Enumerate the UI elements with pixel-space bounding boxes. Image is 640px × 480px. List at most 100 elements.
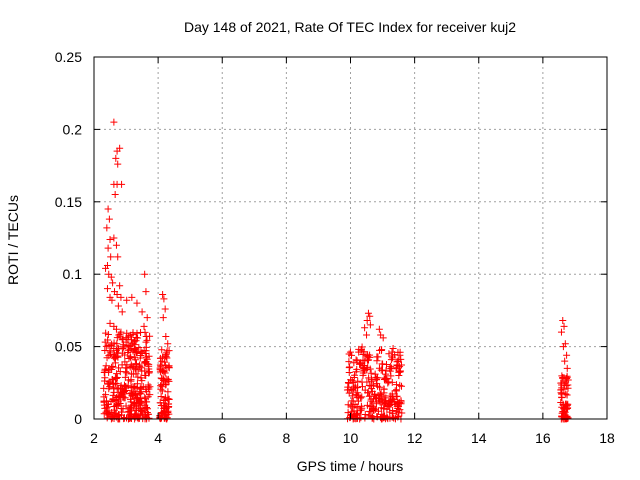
- data-point: [377, 404, 385, 412]
- data-point: [349, 378, 357, 386]
- data-point: [165, 362, 173, 370]
- data-point: [124, 341, 132, 349]
- data-point: [105, 352, 113, 360]
- data-point: [133, 329, 141, 337]
- data-point: [109, 395, 117, 403]
- x-axis-title: GPS time / hours: [297, 458, 404, 474]
- data-point: [125, 332, 133, 340]
- data-point: [564, 381, 572, 389]
- data-point: [398, 409, 406, 417]
- data-point: [358, 383, 366, 391]
- data-point: [381, 370, 389, 378]
- data-point: [106, 319, 114, 327]
- x-tick-label: 6: [218, 430, 226, 446]
- data-point: [364, 309, 372, 317]
- data-point: [126, 342, 134, 350]
- data-point: [140, 359, 148, 367]
- x-tick-label: 8: [282, 430, 290, 446]
- data-point: [143, 388, 151, 396]
- data-point: [358, 393, 366, 401]
- data-point: [160, 376, 168, 384]
- data-point: [351, 412, 359, 420]
- data-point: [352, 411, 360, 419]
- data-point: [366, 312, 374, 320]
- data-point: [133, 299, 141, 307]
- data-point: [374, 395, 382, 403]
- data-point: [156, 361, 164, 369]
- data-point: [365, 356, 373, 364]
- data-point: [142, 398, 150, 406]
- data-point: [109, 279, 117, 287]
- x-tick-label: 12: [407, 430, 423, 446]
- data-point: [353, 403, 361, 411]
- data-point: [128, 336, 136, 344]
- data-point: [344, 401, 352, 409]
- data-point: [118, 361, 126, 369]
- data-point: [100, 384, 108, 392]
- data-point: [161, 305, 169, 313]
- data-point: [102, 362, 110, 370]
- data-point: [557, 379, 565, 387]
- data-point: [388, 378, 396, 386]
- y-axis-title: ROTI / TECUs: [5, 195, 21, 285]
- data-point: [106, 365, 114, 373]
- data-point: [127, 354, 135, 362]
- axis-ticks: [93, 56, 608, 420]
- data-point: [112, 154, 120, 162]
- data-point: [380, 375, 388, 383]
- data-point: [117, 328, 125, 336]
- data-point: [372, 375, 380, 383]
- data-point: [120, 394, 128, 402]
- data-point: [138, 377, 146, 385]
- data-point: [563, 364, 571, 372]
- data-point: [159, 314, 167, 322]
- data-point: [348, 377, 356, 385]
- data-point: [116, 333, 124, 341]
- data-point: [165, 396, 173, 404]
- data-point: [363, 331, 371, 339]
- data-point: [141, 328, 149, 336]
- data-point: [396, 381, 404, 389]
- data-point: [110, 234, 118, 242]
- data-point: [364, 389, 372, 397]
- data-point: [142, 338, 150, 346]
- data-point: [103, 262, 111, 270]
- data-point: [347, 402, 355, 410]
- data-point: [131, 356, 139, 364]
- data-point: [107, 408, 115, 416]
- data-point: [163, 414, 171, 422]
- data-point: [363, 317, 371, 325]
- data-point: [118, 180, 126, 188]
- data-point: [145, 369, 153, 377]
- data-point: [130, 401, 138, 409]
- data-point: [164, 400, 172, 408]
- data-point: [107, 350, 115, 358]
- data-point: [369, 405, 377, 413]
- data-point: [561, 357, 569, 365]
- data-point: [391, 387, 399, 395]
- data-point: [143, 404, 151, 412]
- data-point: [142, 288, 150, 296]
- x-tick-label: 10: [343, 430, 359, 446]
- data-point: [356, 360, 364, 368]
- data-point: [397, 355, 405, 363]
- data-point: [112, 346, 120, 354]
- data-point: [344, 409, 352, 417]
- data-point: [102, 342, 110, 350]
- data-point: [378, 396, 386, 404]
- data-point: [371, 391, 379, 399]
- data-point: [143, 336, 151, 344]
- data-point: [124, 408, 132, 416]
- data-point: [131, 345, 139, 353]
- data-point: [367, 369, 375, 377]
- data-point: [104, 205, 112, 213]
- data-point: [107, 253, 115, 261]
- data-point: [123, 364, 131, 372]
- data-point: [104, 342, 112, 350]
- data-point: [110, 354, 118, 362]
- data-point: [117, 405, 125, 413]
- data-point: [108, 296, 116, 304]
- data-point: [345, 358, 353, 366]
- tick-labels: 2 4 6 8 10 12 14 16 18 0 0.05 0.1 0.15 0.2 0.25: [55, 49, 615, 446]
- data-point: [161, 352, 169, 360]
